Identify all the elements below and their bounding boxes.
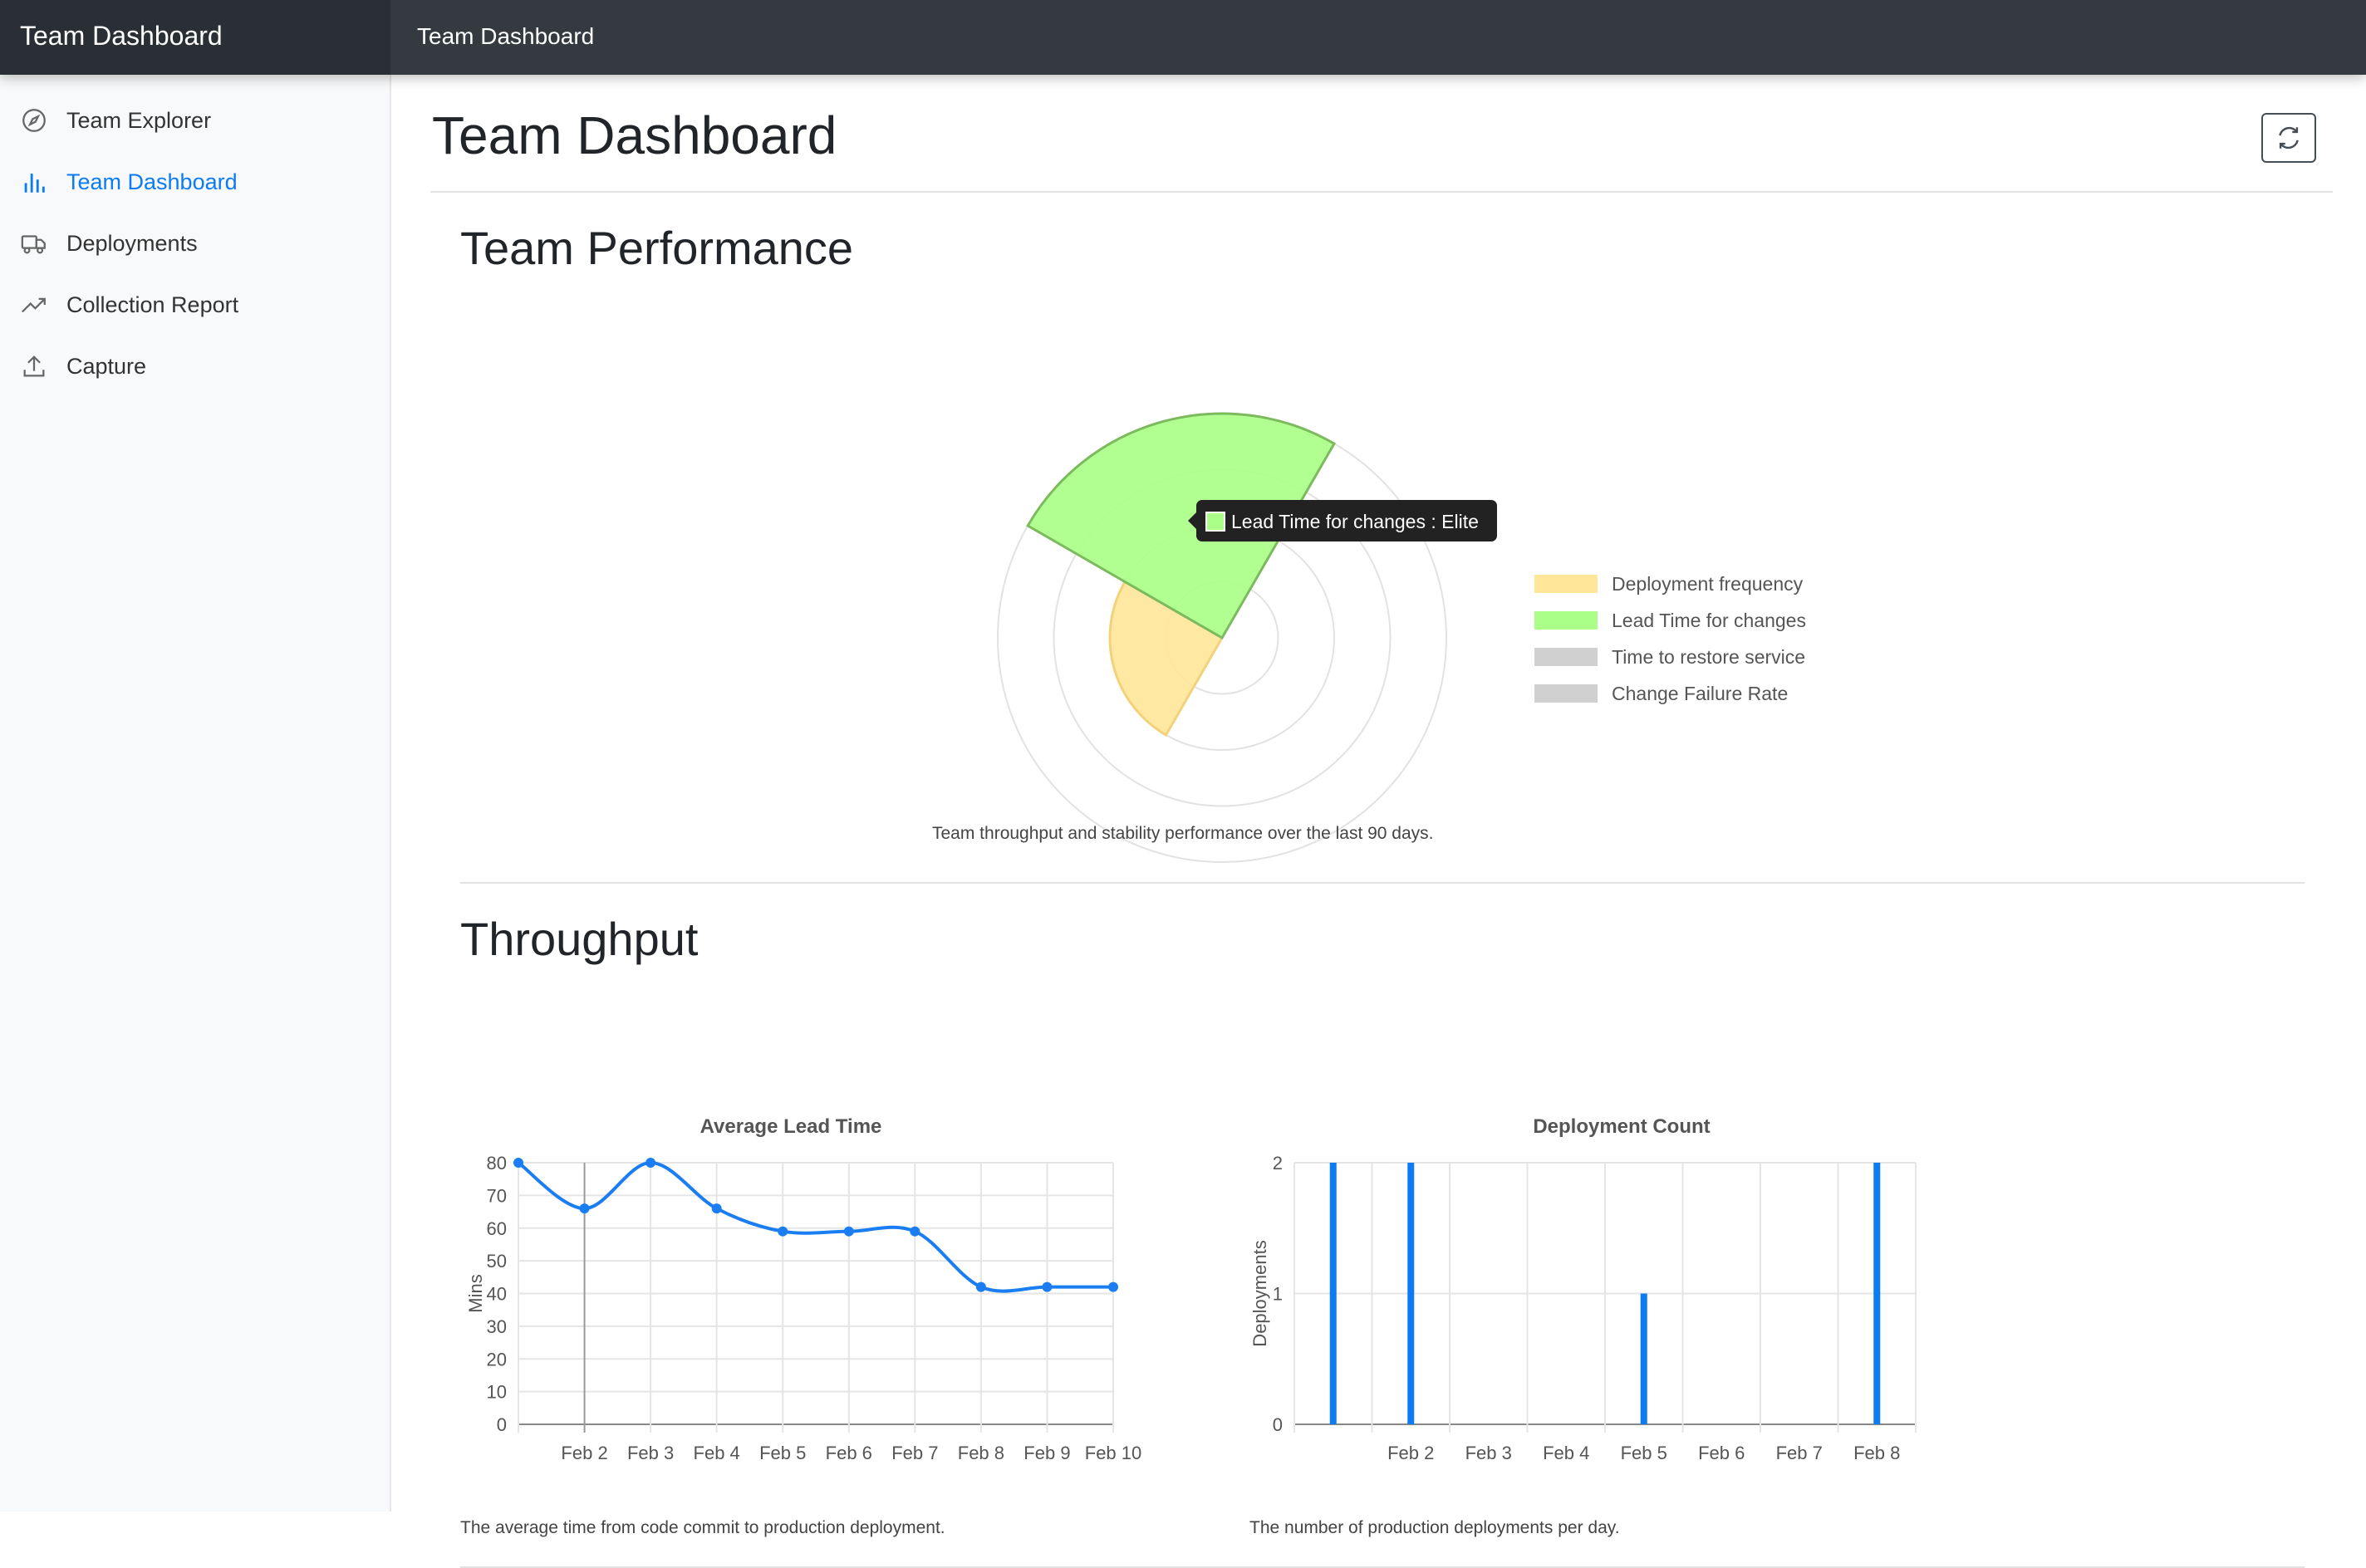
legend-label-1: Lead Time for changes: [1612, 610, 1806, 631]
bar-feb-2: [1407, 1163, 1415, 1424]
compass-icon: [22, 109, 46, 132]
performance-polar-chart: Lead Time for changes : Elite Deployment …: [997, 412, 1806, 863]
performance-divider: [460, 882, 2305, 884]
x-tick-label: Feb 6: [826, 1443, 872, 1463]
y-tick-label: 40: [487, 1284, 507, 1305]
sidebar-item-team-dashboard[interactable]: Team Dashboard: [20, 161, 238, 203]
tooltip-text: Lead Time for changes : Elite: [1231, 511, 1479, 532]
chart-title: Deployment Count: [1533, 1115, 1710, 1138]
sidebar-item-capture[interactable]: Capture: [20, 345, 146, 387]
sidebar-item-collection-report[interactable]: Collection Report: [20, 284, 238, 326]
sidebar-item-label: Team Explorer: [66, 107, 212, 133]
x-tick-label: Feb 4: [694, 1443, 740, 1463]
x-tick-label: Feb 10: [1085, 1443, 1142, 1463]
x-tick-label: Feb 8: [958, 1443, 1004, 1463]
refresh-button[interactable]: [2261, 113, 2316, 163]
sidebar: Team Explorer Team Dashboard Deployments…: [0, 75, 391, 1512]
x-tick-label: Feb 2: [561, 1443, 607, 1463]
brand-title[interactable]: Team Dashboard: [0, 0, 390, 75]
x-tick-label: Feb 6: [1698, 1443, 1745, 1463]
data-point-feb-1: [513, 1158, 523, 1168]
legend-swatch-0: [1534, 575, 1598, 593]
deployment-count-chart: Deployment Count 0 1 2 Feb 2 Feb 3 Feb 4 Feb 5 F…: [1249, 1115, 1917, 1463]
upload-icon: [23, 355, 45, 377]
sidebar-item-label: Capture: [66, 353, 147, 379]
x-tick-label: Feb 8: [1853, 1443, 1900, 1463]
main-content: Team Dashboard Team Performance Lead Tim…: [390, 75, 2366, 1568]
deploy-caption: The number of production deployments per…: [1249, 1518, 1620, 1537]
data-point-feb-9: [1042, 1281, 1053, 1292]
y-tick-label: 1: [1273, 1284, 1283, 1305]
bar-feb-5: [1640, 1293, 1647, 1424]
x-tick-label: Feb 5: [1621, 1443, 1667, 1463]
y-tick-label: 50: [487, 1251, 507, 1272]
x-tick-label: Feb 9: [1023, 1443, 1070, 1463]
performance-caption: Team throughput and stability performanc…: [932, 824, 1434, 843]
y-tick-label: 0: [497, 1414, 507, 1435]
y-tick-label: 60: [487, 1218, 507, 1239]
lead-time-line: [517, 1160, 1113, 1293]
sidebar-item-team-explorer[interactable]: Team Explorer: [20, 100, 211, 141]
lead-time-chart: Average Lead Time 0 10 20 30 40 50 60 70 80 Feb 2 F…: [465, 1115, 1142, 1463]
tooltip-swatch: [1205, 512, 1225, 532]
polar-segment-lead-time-for-changes: [1026, 412, 1337, 640]
bar-chart-icon: [24, 174, 45, 193]
x-tick-label: Feb 4: [1543, 1443, 1589, 1463]
x-tick-label: Feb 7: [1776, 1443, 1823, 1463]
data-point-feb-5: [778, 1226, 788, 1237]
y-tick-label: 0: [1273, 1414, 1283, 1435]
y-tick-label: 10: [487, 1382, 507, 1403]
tooltip-arrow: [1188, 512, 1196, 529]
legend-swatch-2: [1534, 648, 1598, 666]
legend-label-3: Change Failure Rate: [1612, 683, 1788, 704]
sidebar-item-label: Collection Report: [66, 292, 239, 317]
trending-up-icon: [22, 297, 46, 313]
legend-swatch-1: [1534, 611, 1598, 630]
data-point-feb-7: [910, 1226, 920, 1237]
top-navbar: Team Dashboard Team Dashboard: [0, 0, 2366, 75]
y-tick-label: 70: [487, 1185, 507, 1206]
throughput-title: Throughput: [460, 913, 699, 965]
x-tick-label: Feb 7: [891, 1443, 938, 1463]
legend-label-2: Time to restore service: [1612, 646, 1805, 668]
sidebar-item-deployments[interactable]: Deployments: [20, 223, 198, 264]
y-tick-label: 20: [487, 1349, 507, 1370]
polar-segment-deployment-frequency: [1108, 580, 1225, 737]
sidebar-item-label: Team Dashboard: [66, 169, 238, 194]
x-tick-label: Feb 3: [1465, 1443, 1512, 1463]
y-axis-label: Deployments: [1249, 1240, 1270, 1346]
header-title: Team Dashboard: [417, 23, 595, 49]
legend-swatch-3: [1534, 684, 1598, 703]
y-axis-label: Mins: [465, 1274, 486, 1312]
data-point-feb-3: [645, 1158, 656, 1168]
bar-feb-8: [1873, 1163, 1881, 1424]
y-tick-label: 30: [487, 1316, 507, 1337]
title-divider: [430, 191, 2333, 193]
lead-time-caption: The average time from code commit to pro…: [460, 1518, 945, 1537]
truck-icon: [21, 235, 46, 254]
data-point-feb-4: [711, 1203, 722, 1214]
page-title: Team Dashboard: [432, 105, 837, 165]
x-tick-label: Feb 3: [627, 1443, 674, 1463]
y-tick-label: 2: [1273, 1153, 1283, 1174]
refresh-icon: [2279, 126, 2299, 149]
sidebar-item-label: Deployments: [66, 230, 198, 256]
data-point-feb-10: [1108, 1281, 1118, 1292]
y-tick-label: 80: [487, 1153, 507, 1174]
legend-label-0: Deployment frequency: [1612, 573, 1804, 595]
data-point-feb-6: [843, 1226, 854, 1237]
performance-tooltip: Lead Time for changes : Elite: [1188, 500, 1497, 541]
performance-title: Team Performance: [460, 222, 854, 274]
data-point-feb-8: [975, 1281, 986, 1292]
bar-feb-1: [1329, 1163, 1337, 1424]
chart-title: Average Lead Time: [700, 1115, 882, 1138]
x-tick-label: Feb 5: [759, 1443, 806, 1463]
tooltip-box: [1196, 500, 1497, 541]
data-point-feb-2: [579, 1203, 590, 1214]
x-tick-label: Feb 2: [1387, 1443, 1434, 1463]
